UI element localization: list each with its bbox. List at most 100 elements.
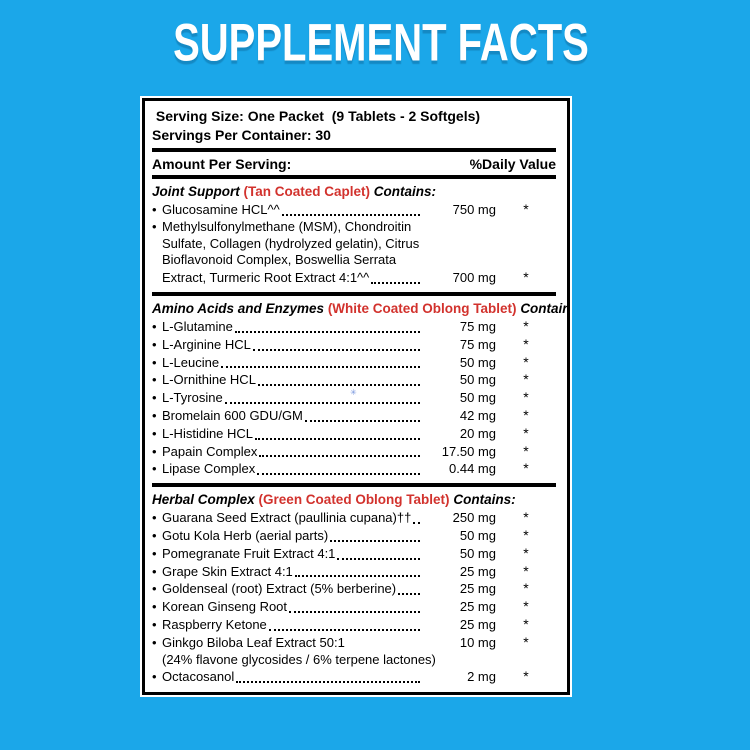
ingredient-section: Joint Support (Tan Coated Caplet) Contai… (152, 175, 556, 292)
ingredient-row: • Bromelain 600 GDU/GM 42 mg * (152, 407, 556, 425)
amount-value: 42 mg (459, 407, 496, 423)
amount-value: 50 mg (459, 372, 496, 388)
daily-value-mark: * (523, 317, 529, 334)
dotted-leader (289, 610, 420, 613)
dotted-leader (413, 521, 420, 524)
amount-value: 700 mg (452, 270, 496, 286)
ingredient-name: L-Histidine HCL (162, 425, 254, 441)
daily-value-mark: * (523, 509, 529, 526)
amount-value: 25 mg (459, 616, 496, 632)
bullet-icon: • (152, 354, 157, 370)
divider-bar-top (152, 148, 556, 152)
daily-value-mark: * (523, 389, 529, 406)
dotted-leader (234, 330, 420, 333)
ingredient-name: Octacosanol (162, 669, 235, 685)
section-coating: (Tan Coated Caplet) (243, 184, 371, 199)
bullet-icon: • (152, 545, 157, 561)
ingredient-row: • Octacosanol 2 mg * (152, 668, 556, 686)
ingredient-row: • L-Tyrosine 50 mg * (152, 389, 556, 407)
section-header: Amino Acids and Enzymes (White Coated Ob… (152, 299, 567, 318)
dotted-leader (281, 213, 420, 216)
dotted-leader (257, 384, 420, 387)
section-name: Amino Acids and Enzymes (152, 300, 325, 316)
amount-value: 75 mg (459, 336, 496, 352)
ingredient-name: Guarana Seed Extract (paullinia cupana)†… (162, 510, 412, 526)
bullet-icon: • (152, 510, 157, 526)
daily-value-mark: * (523, 371, 529, 388)
amount-value: 50 mg (459, 527, 496, 543)
daily-value-mark: * (523, 353, 529, 370)
bullet-icon: • (152, 202, 157, 217)
bullet-icon: • (152, 443, 157, 459)
amount-value: 17.50 mg (441, 443, 496, 459)
section-header: Joint Support (Tan Coated Caplet) Contai… (152, 182, 556, 201)
page-title: SUPPLEMENT FACTS (142, 16, 589, 68)
daily-value-mark: * (523, 562, 529, 579)
daily-value-mark: * (523, 201, 529, 217)
amount-value: 20 mg (459, 425, 496, 441)
section-name: Joint Support (152, 184, 240, 199)
ingredient-name: Goldenseal (root) Extract (5% berberine) (162, 581, 397, 597)
bullet-icon: • (152, 634, 157, 650)
section-name: Herbal Complex (152, 492, 255, 508)
bullet-icon: • (152, 581, 157, 597)
daily-value-mark: * (523, 406, 529, 423)
ingredient-row: • Ginkgo Biloba Leaf Extract 50:1 10 mg * (152, 634, 556, 652)
ingredient-line: Sulfate, Collagen (hydrolyzed gelatin), … (152, 236, 556, 253)
dotted-leader (255, 437, 420, 440)
ingredient-name: Bromelain 600 GDU/GM (162, 407, 303, 423)
section-coating: (White Coated Oblong Tablet) (327, 300, 517, 316)
daily-value-mark: * (523, 460, 529, 477)
ingredient-row: • Gotu Kola Herb (aerial parts) 50 mg * (152, 527, 556, 545)
bullet-icon: • (152, 527, 157, 543)
amount-per-serving-label: Amount Per Serving: (152, 156, 292, 172)
ingredient-line: Bioflavonoid Complex, Boswellia Serrata (152, 252, 556, 269)
bullet-icon: • (152, 669, 157, 685)
bullet-icon: • (152, 407, 157, 423)
ingredient-row: Extract, Turmeric Root Extract 4:1^^ 700 … (152, 269, 556, 287)
dotted-leader (304, 419, 420, 422)
ingredient-line: • Methylsulfonylmethane (MSM), Chondroiti… (152, 219, 556, 236)
amount-value: 50 mg (459, 354, 496, 370)
ingredient-row: • Raspberry Ketone 25 mg * (152, 616, 556, 634)
daily-value-mark: * (523, 526, 529, 543)
amount-value: 10 mg (459, 634, 496, 650)
section-contains-label: Contains: (453, 492, 516, 508)
bullet-icon: • (152, 425, 157, 441)
ingredient-row: • Guarana Seed Extract (paullinia cupana)… (152, 509, 556, 527)
ingredient-row: • L-Arginine HCL 75 mg * (152, 336, 556, 354)
ingredient-name: Korean Ginseng Root (162, 599, 288, 615)
section-coating: (Green Coated Oblong Tablet) (258, 492, 450, 508)
daily-value-mark: * (523, 615, 529, 632)
ingredient-name: Raspberry Ketone (162, 616, 267, 632)
supplement-facts-panel: Serving Size: One Packet (9 Tablets - 2 … (142, 98, 570, 695)
amount-value: 50 mg (459, 545, 496, 561)
amount-value: 750 mg (452, 202, 496, 217)
ingredient-name: Ginkgo Biloba Leaf Extract 50:1 (162, 634, 345, 650)
amount-value: 50 mg (459, 390, 496, 406)
daily-value-mark: * (523, 442, 529, 459)
dotted-leader (221, 366, 420, 369)
ingredient-sections: Joint Support (Tan Coated Caplet) Contai… (152, 175, 567, 691)
ingredient-row: • Papain Complex 17.50 mg * (152, 443, 556, 461)
daily-value-label: %Daily Value (469, 156, 556, 172)
bullet-icon: • (152, 372, 157, 388)
amount-header-row: Amount Per Serving: %Daily Value (152, 153, 556, 175)
daily-value-mark: * (523, 633, 529, 650)
ingredient-row: • L-Ornithine HCL 50 mg * (152, 371, 556, 389)
dotted-leader (371, 281, 420, 284)
ingredient-name: L-Ornithine HCL (162, 372, 256, 388)
ingredient-name: Gotu Kola Herb (aerial parts) (162, 527, 329, 543)
bullet-icon: • (152, 390, 157, 406)
daily-value-mark: * (523, 424, 529, 441)
bullet-icon: • (152, 616, 157, 632)
ingredient-row: • Pomegranate Fruit Extract 4:1 50 mg * (152, 545, 556, 563)
ingredient-detail: (24% flavone glycosides / 6% terpene lac… (162, 651, 436, 667)
bullet-icon: • (152, 336, 157, 352)
daily-value-mark: * (523, 335, 529, 352)
ingredient-name: Methylsulfonylmethane (MSM), Chondroitin (162, 218, 412, 234)
bullet-icon: • (152, 461, 157, 477)
dotted-leader (337, 557, 420, 560)
bullet-icon: • (152, 318, 157, 334)
